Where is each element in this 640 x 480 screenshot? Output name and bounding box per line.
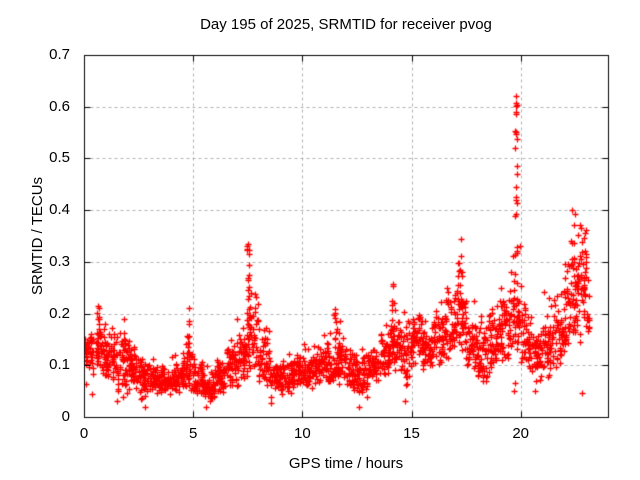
y-tick-label-0.5: 0.5 xyxy=(49,149,70,167)
x-tick-label-0: 0 xyxy=(79,425,89,442)
chart-title: Day 195 of 2025, SRMTID for receiver pvo… xyxy=(200,16,492,33)
x-axis-label: GPS time / hours xyxy=(288,455,404,472)
y-tick-label-0: 0 xyxy=(61,408,70,425)
x-tick-label-20: 20 xyxy=(512,425,529,442)
x-tick-label-15: 15 xyxy=(403,425,420,442)
y-tick-label-0.2: 0.2 xyxy=(49,304,70,322)
y-tick-label-0.4: 0.4 xyxy=(49,201,70,219)
y-tick-label-0.1: 0.1 xyxy=(49,356,70,374)
y-tick-label-0.7: 0.7 xyxy=(49,46,70,63)
y-tick-label-0.3: 0.3 xyxy=(49,252,70,270)
x-tick-label-5: 5 xyxy=(188,425,198,442)
x-tick-label-10: 10 xyxy=(293,425,311,442)
y-tick-label-0.6: 0.6 xyxy=(49,97,70,115)
